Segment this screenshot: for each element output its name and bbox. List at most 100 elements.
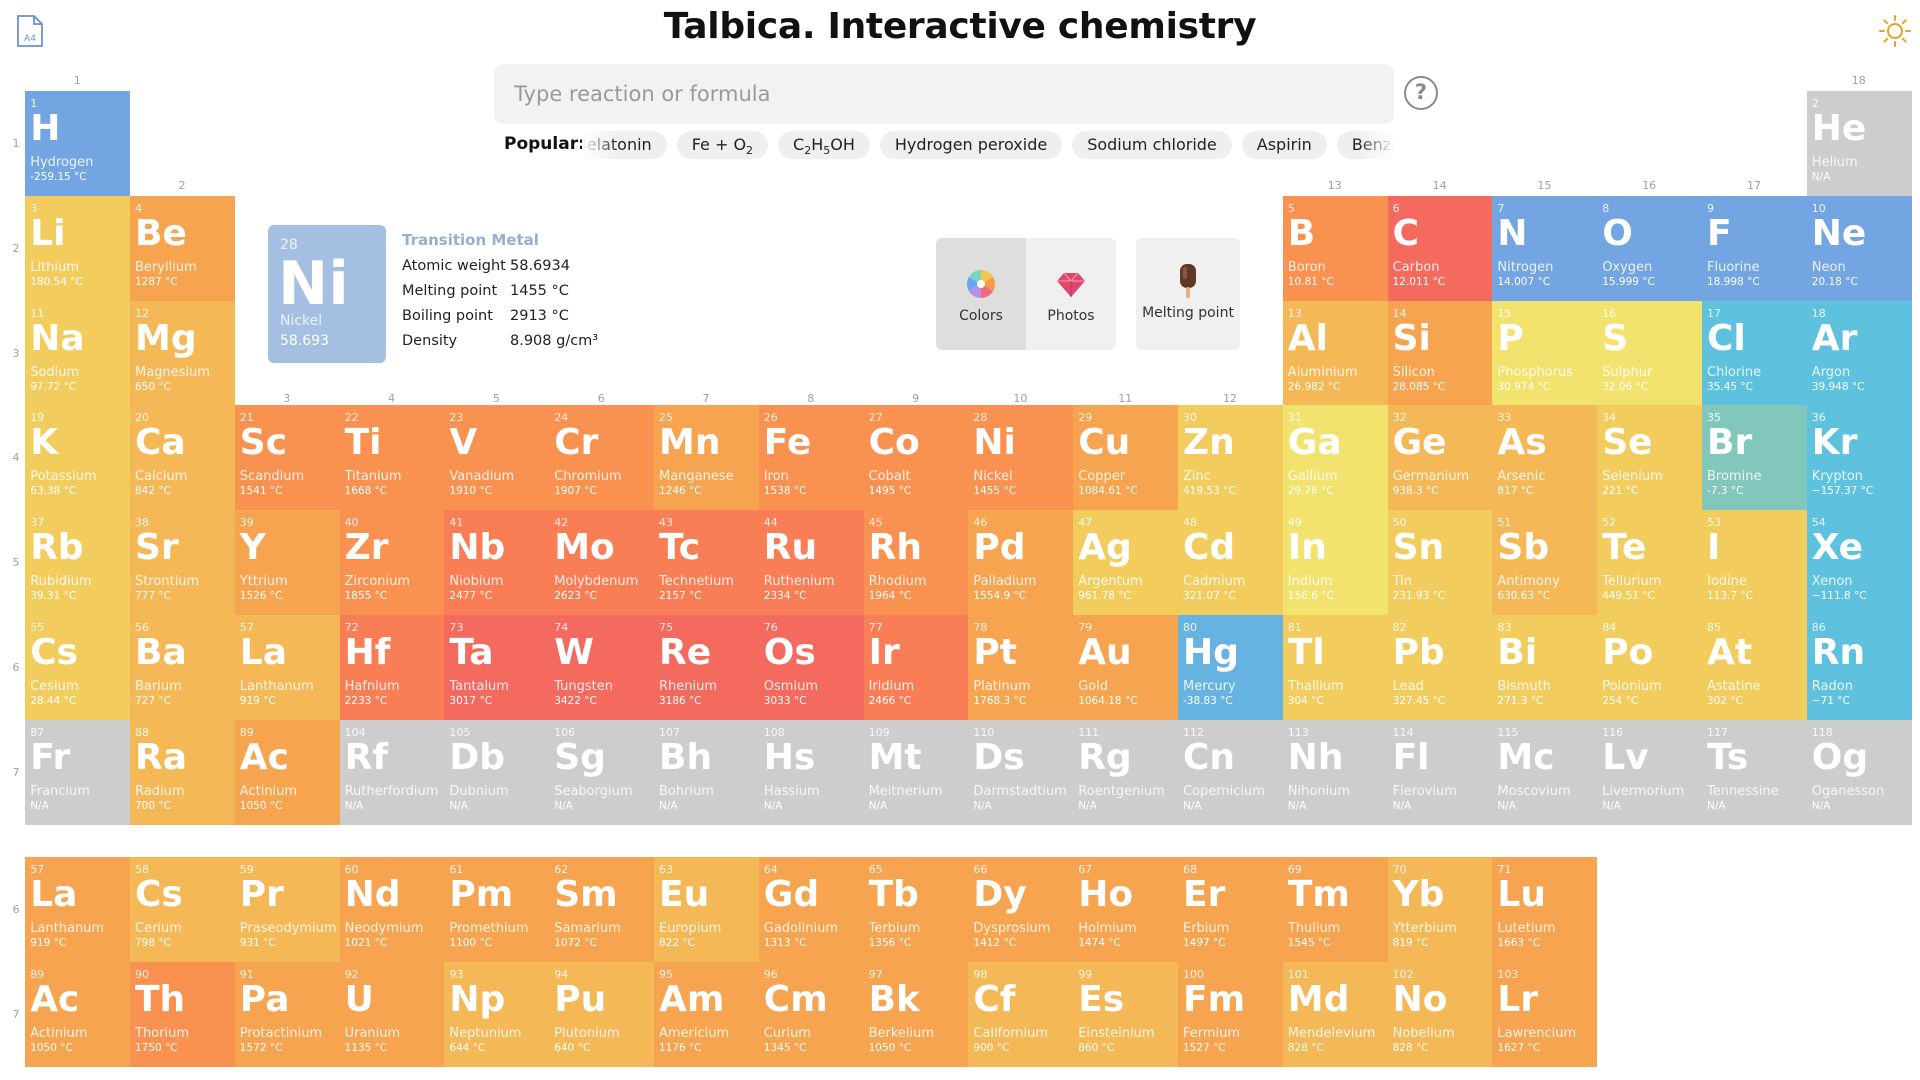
element-tile-nd[interactable]: 60 Nd Neodymium 1021 °C [339,857,445,962]
element-tile-c[interactable]: 6 C Carbon 12.011 °C [1387,195,1493,301]
element-tile-be[interactable]: 4 Be Beryllium 1287 °C [130,195,235,301]
element-tile-am[interactable]: 95 Am Americium 1176 °C [654,961,759,1067]
element-tile-hf[interactable]: 72 Hf Hafnium 2233 °C [339,615,445,720]
element-tile-ds[interactable]: 110 Ds Darmstadtium N/A [968,719,1074,825]
popular-chip[interactable]: Aspirin [1241,131,1327,159]
element-tile-bi[interactable]: 83 Bi Bismuth 271.3 °C [1492,615,1598,720]
element-tile-md[interactable]: 101 Md Mendelevium 828 °C [1282,961,1388,1067]
element-tile-ti[interactable]: 22 Ti Titanium 1668 °C [339,405,445,511]
element-tile-bh[interactable]: 107 Bh Bohrium N/A [654,719,759,825]
element-tile-mo[interactable]: 42 Mo Molybdenum 2623 °C [549,510,655,616]
element-tile-zr[interactable]: 40 Zr Zirconium 1855 °C [339,510,445,616]
element-tile-li[interactable]: 3 Li Lithium 180.54 °C [25,195,131,301]
element-tile-es[interactable]: 99 Es Einsteinium 860 °C [1073,961,1179,1067]
element-tile-cs[interactable]: 55 Cs Cesium 28.44 °C [25,615,131,720]
element-tile-re[interactable]: 75 Re Rhenium 3186 °C [654,615,759,720]
element-tile-ga[interactable]: 31 Ga Gallium 29.76 °C [1282,405,1388,511]
element-tile-lu[interactable]: 71 Lu Lutetium 1663 °C [1492,857,1598,962]
element-tile-na[interactable]: 11 Na Sodium 97.72 °C [25,300,131,406]
element-tile-yb[interactable]: 70 Yb Ytterbium 819 °C [1387,857,1493,962]
element-tile-sm[interactable]: 62 Sm Samarium 1072 °C [549,857,655,962]
element-tile-ni[interactable]: 28 Ni Nickel 1455 °C [968,405,1074,511]
search-input[interactable] [494,64,1394,124]
element-tile-fe[interactable]: 26 Fe Iron 1538 °C [758,405,864,511]
element-tile-w[interactable]: 74 W Tungsten 3422 °C [549,615,655,720]
element-tile-hg[interactable]: 80 Hg Mercury -38.83 °C [1178,615,1283,720]
element-tile-mg[interactable]: 12 Mg Magnesium 650 °C [130,300,235,406]
element-tile-se[interactable]: 34 Se Selenium 221 °C [1597,405,1703,511]
element-tile-nh[interactable]: 113 Nh Nihonium N/A [1282,719,1388,825]
element-tile-la[interactable]: 57 La Lanthanum 919 °C [234,615,340,720]
photos-mode-button[interactable]: Photos [1026,238,1116,350]
element-tile-cn[interactable]: 112 Cn Copernicium N/A [1178,719,1283,825]
element-tile-fl[interactable]: 114 Fl Flerovium N/A [1387,719,1493,825]
element-tile-rn[interactable]: 86 Rn Radon −71 °C [1806,615,1912,720]
popular-chip[interactable]: Fe + O2 [676,131,769,159]
element-tile-he[interactable]: 2 He Helium N/A [1806,91,1912,196]
element-tile-pb[interactable]: 82 Pb Lead 327.45 °C [1387,615,1493,720]
element-tile-rf[interactable]: 104 Rf Rutherfordium N/A [339,719,445,825]
element-tile-pm[interactable]: 61 Pm Promethium 1100 °C [444,857,550,962]
element-tile-cd[interactable]: 48 Cd Cadmium 321.07 °C [1178,510,1283,616]
element-tile-s[interactable]: 16 S Sulphur 32.06 °C [1597,300,1703,406]
element-tile-eu[interactable]: 63 Eu Europium 822 °C [654,857,759,962]
element-tile-y[interactable]: 39 Y Yttrium 1526 °C [234,510,340,616]
element-tile-th[interactable]: 90 Th Thorium 1750 °C [130,961,235,1067]
popular-chip[interactable]: Sodium chloride [1072,131,1232,159]
element-tile-dy[interactable]: 66 Dy Dysprosium 1412 °C [968,857,1074,962]
element-tile-ac[interactable]: 89 Ac Actinium 1050 °C [234,719,340,825]
element-tile-ne[interactable]: 10 Ne Neon 20.18 °C [1806,195,1912,301]
element-tile-ge[interactable]: 32 Ge Germanium 938.3 °C [1387,405,1493,511]
element-tile-np[interactable]: 93 Np Neptunium 644 °C [444,961,550,1067]
sun-icon[interactable] [1878,14,1912,48]
element-tile-og[interactable]: 118 Og Oganesson N/A [1806,719,1912,825]
element-tile-zn[interactable]: 30 Zn Zinc 419.53 °C [1178,405,1283,511]
element-tile-in[interactable]: 49 In Indium 156.6 °C [1282,510,1388,616]
element-tile-cf[interactable]: 98 Cf Californium 900 °C [968,961,1074,1067]
element-tile-ca[interactable]: 20 Ca Calcium 842 °C [130,405,235,511]
element-tile-gd[interactable]: 64 Gd Gadolinium 1313 °C [758,857,864,962]
element-tile-ho[interactable]: 67 Ho Holmium 1474 °C [1073,857,1179,962]
element-tile-ir[interactable]: 77 Ir Iridium 2466 °C [863,615,969,720]
element-tile-k[interactable]: 19 K Potassium 63.38 °C [25,405,131,511]
element-tile-si[interactable]: 14 Si Silicon 28.085 °C [1387,300,1493,406]
element-tile-no[interactable]: 102 No Nobelium 828 °C [1387,961,1493,1067]
melting-point-mode-button[interactable]: Melting point [1136,238,1240,350]
element-tile-h[interactable]: 1 H Hydrogen -259.15 °C [25,91,131,196]
element-tile-b[interactable]: 5 B Boron 10.81 °C [1282,195,1388,301]
popular-chip[interactable]: C2H5OH [778,131,870,159]
element-tile-br[interactable]: 35 Br Bromine -7.3 °C [1702,405,1807,511]
element-tile-mn[interactable]: 25 Mn Manganese 1246 °C [654,405,759,511]
element-tile-cu[interactable]: 29 Cu Copper 1084.61 °C [1073,405,1179,511]
element-tile-p[interactable]: 15 P Phosphorus 30.974 °C [1492,300,1598,406]
element-tile-pa[interactable]: 91 Pa Protactinium 1572 °C [234,961,340,1067]
element-tile-sc[interactable]: 21 Sc Scandium 1541 °C [234,405,340,511]
element-tile-ra[interactable]: 88 Ra Radium 700 °C [130,719,235,825]
element-tile-ar[interactable]: 18 Ar Argon 39.948 °C [1806,300,1912,406]
element-tile-at[interactable]: 85 At Astatine 302 °C [1702,615,1807,720]
element-tile-tb[interactable]: 65 Tb Terbium 1356 °C [863,857,969,962]
element-tile-ba[interactable]: 56 Ba Barium 727 °C [130,615,235,720]
element-tile-ru[interactable]: 44 Ru Ruthenium 2334 °C [758,510,864,616]
element-tile-ts[interactable]: 117 Ts Tennessine N/A [1702,719,1807,825]
element-tile-ac[interactable]: 89 Ac Actinium 1050 °C [25,961,131,1067]
element-tile-f[interactable]: 9 F Fluorine 18.998 °C [1702,195,1807,301]
element-tile-nb[interactable]: 41 Nb Niobium 2477 °C [444,510,550,616]
element-tile-ag[interactable]: 47 Ag Argentum 961.78 °C [1073,510,1179,616]
popular-chip[interactable]: Hydrogen peroxide [879,131,1063,159]
element-tile-au[interactable]: 79 Au Gold 1064.18 °C [1073,615,1179,720]
element-tile-tm[interactable]: 69 Tm Thulium 1545 °C [1282,857,1388,962]
element-tile-sg[interactable]: 106 Sg Seaborgium N/A [549,719,655,825]
element-tile-bk[interactable]: 97 Bk Berkelium 1050 °C [863,961,969,1067]
element-tile-co[interactable]: 27 Co Cobalt 1495 °C [863,405,969,511]
element-tile-pt[interactable]: 78 Pt Platinum 1768.3 °C [968,615,1074,720]
element-tile-i[interactable]: 53 I Iodine 113.7 °C [1702,510,1807,616]
element-tile-er[interactable]: 68 Er Erbium 1497 °C [1178,857,1283,962]
element-tile-rh[interactable]: 45 Rh Rhodium 1964 °C [863,510,969,616]
element-tile-u[interactable]: 92 U Uranium 1135 °C [339,961,445,1067]
element-tile-ta[interactable]: 73 Ta Tantalum 3017 °C [444,615,550,720]
element-tile-cr[interactable]: 24 Cr Chromium 1907 °C [549,405,655,511]
element-tile-o[interactable]: 8 O Oxygen 15.999 °C [1597,195,1703,301]
element-tile-rb[interactable]: 37 Rb Rubidium 39.31 °C [25,510,131,616]
element-tile-pd[interactable]: 46 Pd Palladium 1554.9 °C [968,510,1074,616]
